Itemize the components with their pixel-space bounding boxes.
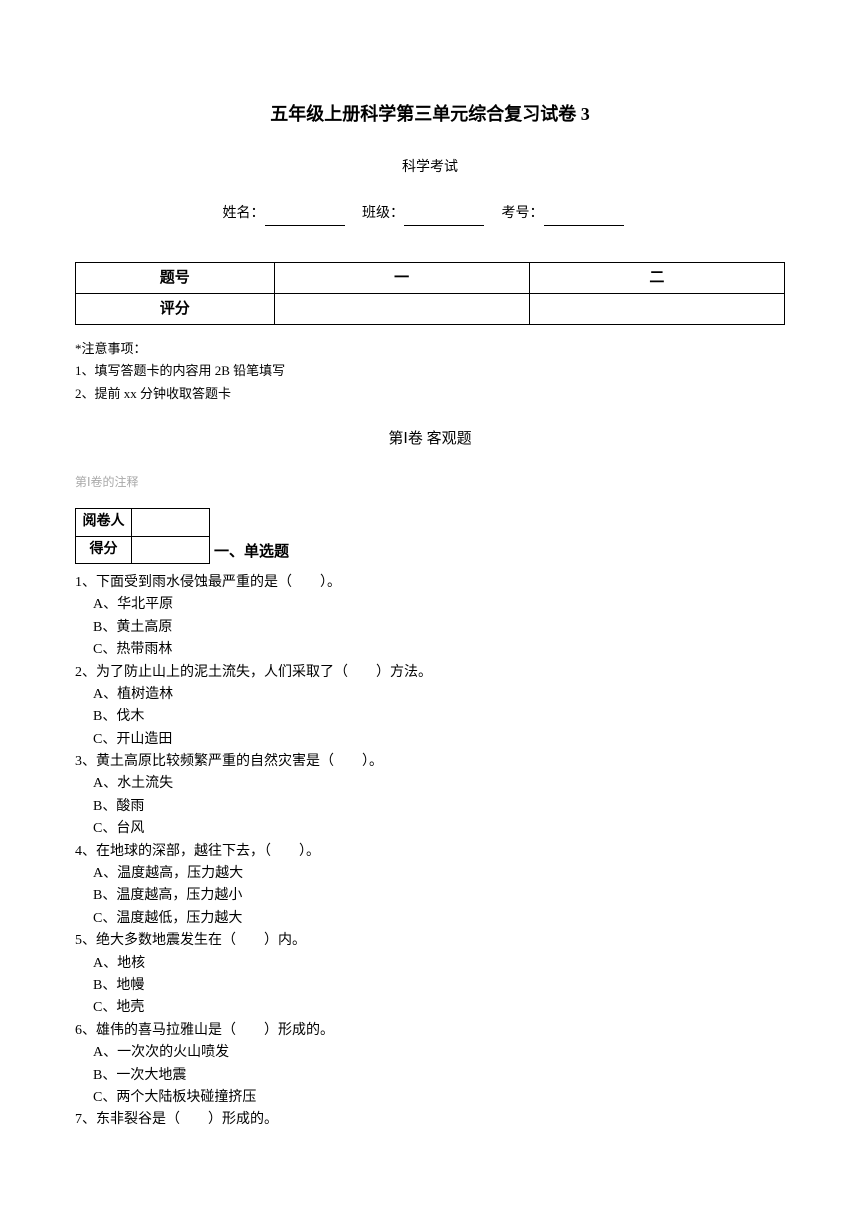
name-blank[interactable] xyxy=(265,210,345,226)
question-option: C、两个大陆板块碰撞挤压 xyxy=(75,1087,785,1109)
page-title: 五年级上册科学第三单元综合复习试卷 3 xyxy=(75,100,785,129)
exam-no-blank[interactable] xyxy=(544,210,624,226)
questions-container: 1、下面受到雨水侵蚀最严重的是（ ）。A、华北平原B、黄土高原C、热带雨林2、为… xyxy=(75,572,785,1132)
exam-subject: 科学考试 xyxy=(75,157,785,179)
class-blank[interactable] xyxy=(404,210,484,226)
question: 1、下面受到雨水侵蚀最严重的是（ ）。A、华北平原B、黄土高原C、热带雨林 xyxy=(75,572,785,662)
question-text: 2、为了防止山上的泥土流失，人们采取了（ ）方法。 xyxy=(75,662,785,684)
question-text: 1、下面受到雨水侵蚀最严重的是（ ）。 xyxy=(75,572,785,594)
grader-table: 阅卷人 得分 xyxy=(75,508,210,564)
question-option: C、台风 xyxy=(75,818,785,840)
score-label: 得分 xyxy=(76,536,132,563)
question: 2、为了防止山上的泥土流失，人们采取了（ ）方法。A、植树造林B、伐木C、开山造… xyxy=(75,662,785,752)
score-cell-2[interactable] xyxy=(529,293,784,324)
question: 7、东非裂谷是（ ）形成的。 xyxy=(75,1109,785,1131)
question-option: B、酸雨 xyxy=(75,796,785,818)
score-cell-1[interactable] xyxy=(274,293,529,324)
student-info-line: 姓名： 班级： 考号： xyxy=(75,203,785,225)
score-value[interactable] xyxy=(132,536,210,563)
question: 3、黄土高原比较频繁严重的自然灾害是（ ）。A、水土流失B、酸雨C、台风 xyxy=(75,751,785,841)
question-no-label: 题号 xyxy=(76,262,275,293)
name-label: 姓名： xyxy=(223,206,265,221)
notes-item: 2、提前 xx 分钟收取答题卡 xyxy=(75,384,785,405)
score-label: 评分 xyxy=(76,293,275,324)
notes-item: 1、填写答题卡的内容用 2B 铅笔填写 xyxy=(75,361,785,382)
question-text: 7、东非裂谷是（ ）形成的。 xyxy=(75,1109,785,1131)
question-option: A、植树造林 xyxy=(75,684,785,706)
question-option: B、伐木 xyxy=(75,706,785,728)
question-option: C、地壳 xyxy=(75,997,785,1019)
question-option: B、地幔 xyxy=(75,975,785,997)
question-option: A、温度越高，压力越大 xyxy=(75,863,785,885)
grader-value[interactable] xyxy=(132,509,210,536)
question-option: A、地核 xyxy=(75,953,785,975)
question-option: C、开山造田 xyxy=(75,729,785,751)
table-row: 评分 xyxy=(76,293,785,324)
section-heading: 第Ⅰ卷 客观题 xyxy=(75,427,785,451)
section-note: 第Ⅰ卷的注释 xyxy=(75,473,785,492)
question-option: B、一次大地震 xyxy=(75,1065,785,1087)
score-table: 题号 一 二 评分 xyxy=(75,262,785,325)
grader-label: 阅卷人 xyxy=(76,509,132,536)
question: 4、在地球的深部，越往下去，（ ）。A、温度越高，压力越大B、温度越高，压力越小… xyxy=(75,841,785,931)
exam-no-label: 考号： xyxy=(502,206,544,221)
single-choice-title: 一、单选题 xyxy=(214,540,289,564)
question-text: 5、绝大多数地震发生在（ ）内。 xyxy=(75,930,785,952)
question-text: 4、在地球的深部，越往下去，（ ）。 xyxy=(75,841,785,863)
section-one-header: 一 xyxy=(274,262,529,293)
class-label: 班级： xyxy=(362,206,404,221)
section-two-header: 二 xyxy=(529,262,784,293)
question-option: A、水土流失 xyxy=(75,773,785,795)
question-text: 3、黄土高原比较频繁严重的自然灾害是（ ）。 xyxy=(75,751,785,773)
question-option: C、热带雨林 xyxy=(75,639,785,661)
question-option: C、温度越低，压力越大 xyxy=(75,908,785,930)
question: 5、绝大多数地震发生在（ ）内。A、地核B、地幔C、地壳 xyxy=(75,930,785,1020)
question-text: 6、雄伟的喜马拉雅山是（ ）形成的。 xyxy=(75,1020,785,1042)
table-row: 题号 一 二 xyxy=(76,262,785,293)
table-row: 阅卷人 xyxy=(76,509,210,536)
question-option: B、黄土高原 xyxy=(75,617,785,639)
table-row: 得分 xyxy=(76,536,210,563)
notes-title: *注意事项： xyxy=(75,339,785,360)
question-option: B、温度越高，压力越小 xyxy=(75,885,785,907)
notes-section: *注意事项： 1、填写答题卡的内容用 2B 铅笔填写 2、提前 xx 分钟收取答… xyxy=(75,339,785,405)
grader-section: 阅卷人 得分 一、单选题 xyxy=(75,508,785,564)
question-option: A、华北平原 xyxy=(75,594,785,616)
question-option: A、一次次的火山喷发 xyxy=(75,1042,785,1064)
question: 6、雄伟的喜马拉雅山是（ ）形成的。A、一次次的火山喷发B、一次大地震C、两个大… xyxy=(75,1020,785,1110)
